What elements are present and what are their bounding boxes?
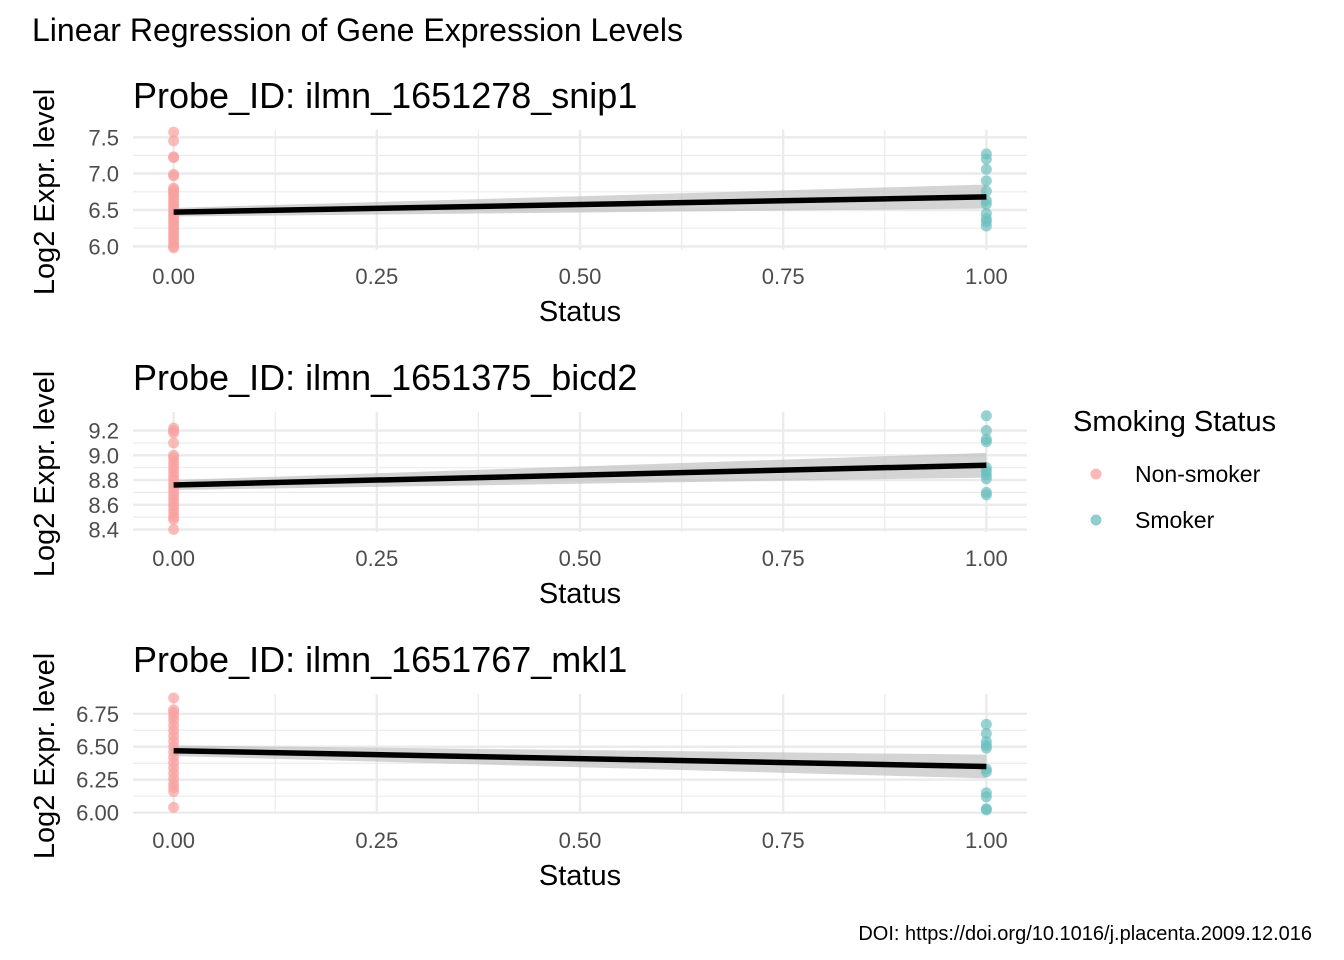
x-tick-label: 1.00	[965, 546, 1008, 571]
legend-item-smoker: Smoker	[1090, 507, 1215, 533]
y-tick-label: 8.4	[88, 518, 119, 543]
legend-label-smoker: Smoker	[1135, 507, 1215, 533]
legend-item-non-smoker: Non-smoker	[1090, 461, 1261, 487]
point-non-smoker	[168, 801, 180, 813]
legend: Smoking Status Non-smoker Smoker	[1073, 406, 1276, 533]
point-smoker	[980, 198, 992, 210]
figure-title: Linear Regression of Gene Expression Lev…	[32, 12, 683, 48]
point-smoker	[980, 163, 992, 175]
y-tick-label: 9.0	[88, 443, 119, 468]
panel-3: 0.00 0.25 0.50 0.75 1.00 6.00 6.25 6.50 6.75 Prob…	[29, 639, 1027, 892]
x-tick-label: 0.50	[559, 264, 602, 289]
point-smoker	[980, 220, 992, 232]
point-smoker	[980, 728, 992, 740]
y-tick-label: 6.0	[88, 234, 119, 259]
legend-swatch-non-smoker	[1090, 468, 1102, 480]
y-tick-label: 6.5	[88, 198, 119, 223]
regression-line	[173, 747, 987, 770]
point-non-smoker	[168, 126, 180, 138]
doi-caption: DOI: https://doi.org/10.1016/j.placenta.…	[858, 923, 1312, 945]
panel-title: Probe_ID: ilmn_1651767_mkl1	[133, 639, 627, 680]
y-axis-title: Log2 Expr. level	[29, 653, 61, 859]
x-tick-label: 0.75	[762, 828, 805, 853]
x-tick-label: 0.00	[152, 828, 195, 853]
panels: 0.00 0.25 0.50 0.75 1.00 6.0 6.5 7.0 7.5 Probe_ID…	[29, 75, 1027, 892]
x-tick-label: 0.50	[559, 546, 602, 571]
point-smoker	[980, 175, 992, 187]
point-non-smoker	[168, 170, 180, 182]
legend-swatch-smoker	[1090, 514, 1102, 526]
point-smoker	[980, 473, 992, 485]
x-tick-label: 0.75	[762, 546, 805, 571]
x-tick-label: 0.25	[355, 546, 398, 571]
panel-2: 0.00 0.25 0.50 0.75 1.00 8.48.68.89.09.2 Probe…	[29, 357, 1027, 610]
panel-title: Probe_ID: ilmn_1651278_snip1	[133, 75, 637, 116]
y-tick-label: 7.5	[88, 125, 119, 150]
point-smoker	[980, 804, 992, 816]
point-smoker	[980, 185, 992, 197]
x-tick-label: 1.00	[965, 264, 1008, 289]
point-smoker	[980, 718, 992, 730]
y-tick-label: 9.2	[88, 419, 119, 444]
x-tick-label: 0.25	[355, 264, 398, 289]
x-axis-title: Status	[539, 860, 621, 892]
point-smoker	[980, 436, 992, 448]
point-smoker	[980, 489, 992, 501]
point-non-smoker	[168, 152, 180, 164]
x-tick-label: 1.00	[965, 828, 1008, 853]
regression-line	[173, 194, 987, 215]
point-non-smoker	[168, 524, 180, 536]
legend-title: Smoking Status	[1073, 406, 1276, 438]
y-tick-label: 6.75	[76, 702, 119, 727]
y-tick-label: 6.25	[76, 768, 119, 793]
point-non-smoker	[168, 786, 180, 798]
point-smoker	[980, 425, 992, 437]
y-tick-label: 8.6	[88, 493, 119, 518]
legend-label-non-smoker: Non-smoker	[1135, 461, 1261, 487]
x-tick-label: 0.25	[355, 828, 398, 853]
point-non-smoker	[168, 135, 180, 147]
point-smoker	[980, 410, 992, 422]
point-smoker	[980, 791, 992, 803]
panel-title: Probe_ID: ilmn_1651375_bicd2	[133, 357, 637, 398]
panel-1: 0.00 0.25 0.50 0.75 1.00 6.0 6.5 7.0 7.5 Probe_ID…	[29, 75, 1027, 328]
point-non-smoker	[168, 514, 180, 526]
regression-line	[173, 462, 987, 488]
y-axis-title: Log2 Expr. level	[29, 89, 61, 295]
y-tick-label: 8.8	[88, 468, 119, 493]
x-axis-title: Status	[539, 578, 621, 610]
point-smoker	[980, 153, 992, 165]
y-tick-label: 6.00	[76, 801, 119, 826]
y-tick-label: 6.50	[76, 735, 119, 760]
x-tick-label: 0.00	[152, 546, 195, 571]
point-non-smoker	[168, 427, 180, 439]
x-tick-label: 0.50	[559, 828, 602, 853]
point-non-smoker	[168, 437, 180, 449]
y-axis-title: Log2 Expr. level	[29, 371, 61, 577]
x-tick-label: 0.75	[762, 264, 805, 289]
point-non-smoker	[168, 692, 180, 704]
point-smoker	[980, 742, 992, 754]
x-axis-title: Status	[539, 296, 621, 328]
point-non-smoker	[168, 242, 180, 254]
y-tick-label: 7.0	[88, 162, 119, 187]
x-tick-label: 0.00	[152, 264, 195, 289]
